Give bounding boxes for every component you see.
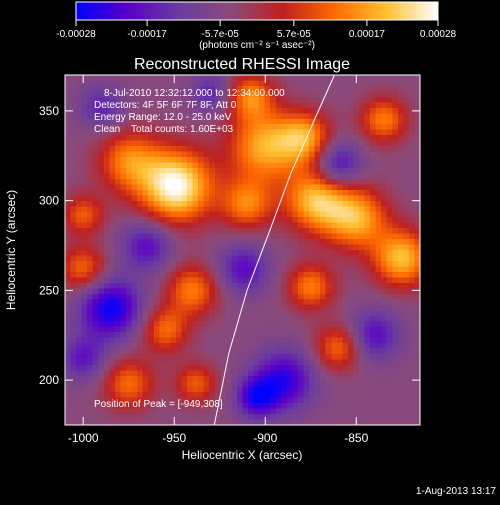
- colorbar-unit: (photons cm⁻² s⁻¹ asec⁻²): [199, 40, 315, 51]
- plot-area: -1000 -950 -900 -850 200 250 300 350: [39, 74, 421, 445]
- colorbar-tick-label: 0.00017: [349, 29, 386, 40]
- x-tick-label: -850: [344, 431, 368, 445]
- colorbar-tick-label: 0.00028: [420, 29, 457, 40]
- colorbar-ticks: -0.00028 -0.00017 -5.7e-05 5.7e-05 0.00017 0.…: [56, 20, 457, 40]
- annotation-time: 8-Jul-2010 12:32:12.000 to 12:34:00.000: [104, 88, 285, 99]
- peak-position-label: Position of Peak = [-949,308]: [94, 399, 223, 410]
- x-tick-label: -950: [162, 431, 186, 445]
- colorbar-tick-label: -0.00028: [56, 29, 96, 40]
- y-axis-label: Heliocentric Y (arcsec): [4, 190, 18, 310]
- colorbar-bar: [75, 1, 439, 21]
- colorbar-tick-label: 5.7e-05: [277, 29, 311, 40]
- colorbar: -0.00028 -0.00017 -5.7e-05 5.7e-05 0.00017 0.…: [56, 1, 457, 51]
- annotation-counts: Clean Total counts: 1.60E+03: [94, 124, 234, 135]
- annotation-detectors: Detectors: 4F 5F 6F 7F 8F, Att 0: [94, 100, 237, 111]
- y-tick-label: 250: [39, 283, 59, 297]
- solar-limb-line: [213, 75, 335, 425]
- y-tick-label: 300: [39, 194, 59, 208]
- y-tick-label: 200: [39, 373, 59, 387]
- footer-date: 1-Aug-2013 13:17: [416, 486, 497, 497]
- plot-frame: [64, 74, 421, 426]
- annotation-energy: Energy Range: 12.0 - 25.0 keV: [94, 112, 232, 123]
- chart-title: Reconstructed RHESSI Image: [134, 56, 350, 73]
- colorbar-tick-label: -5.7e-05: [202, 29, 240, 40]
- y-tick-label: 350: [39, 104, 59, 118]
- x-tick-label: -1000: [68, 431, 99, 445]
- x-axis-label: Heliocentric X (arcsec): [182, 448, 303, 462]
- annotation-block: 8-Jul-2010 12:32:12.000 to 12:34:00.000 …: [94, 88, 285, 410]
- heatmap-image: [65, 75, 420, 425]
- x-axis-ticks: -1000 -950 -900 -850: [68, 75, 369, 445]
- x-tick-label: -900: [253, 431, 277, 445]
- colorbar-tick-label: -0.00017: [127, 29, 167, 40]
- y-axis-ticks: 200 250 300 350: [39, 104, 420, 387]
